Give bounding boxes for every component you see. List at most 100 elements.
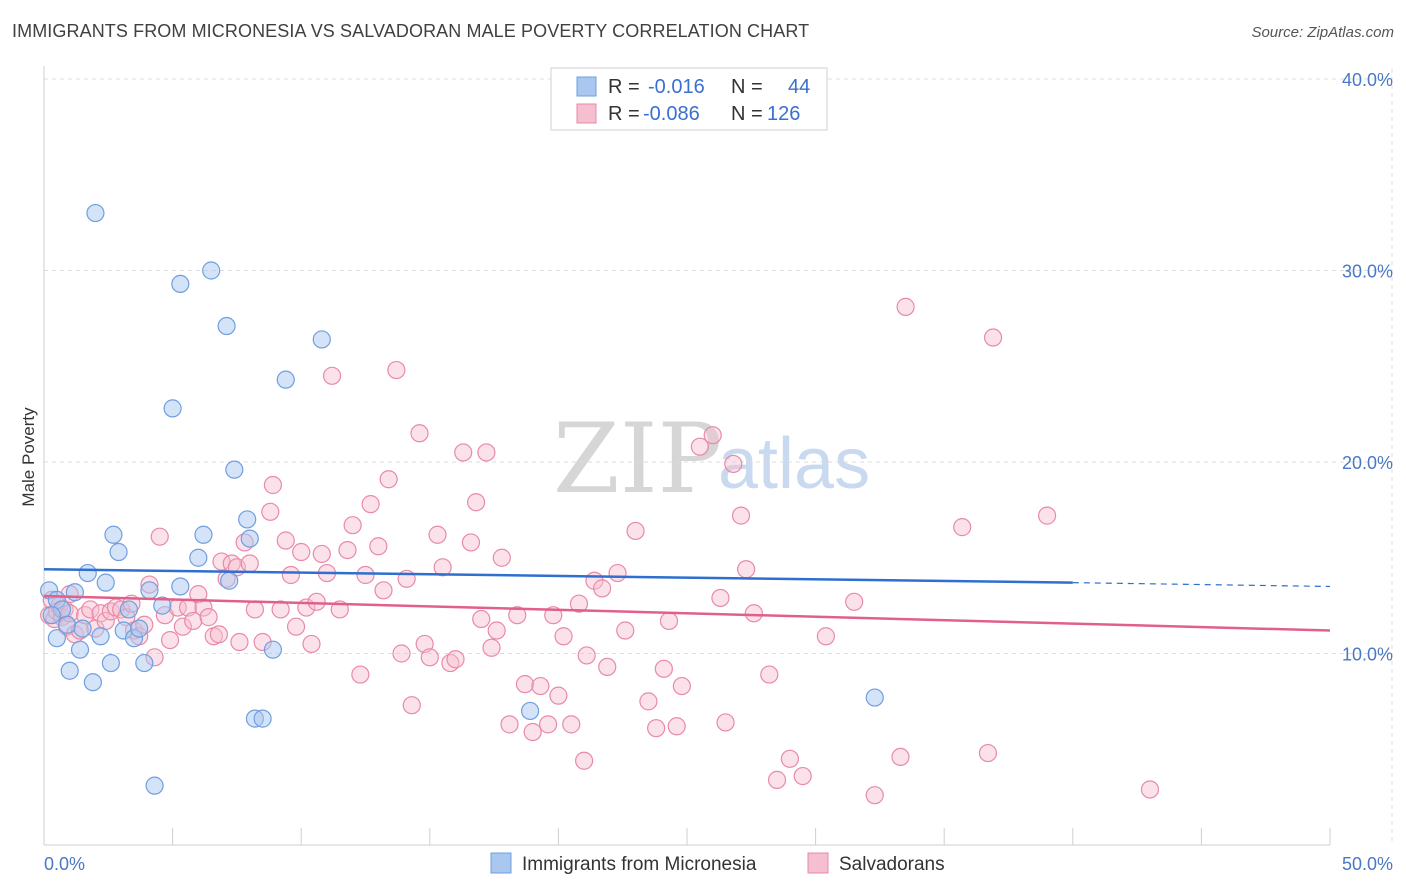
salvadorans-point bbox=[276, 531, 295, 550]
micronesia-trend-extension bbox=[1072, 582, 1331, 588]
salvadorans-point bbox=[626, 521, 645, 541]
salvadorans-point bbox=[523, 722, 542, 742]
salvadorans-point bbox=[731, 506, 751, 525]
y-tick-labels: 10.0% 20.0% 30.0% 40.0% bbox=[1342, 70, 1393, 665]
salvadorans-point bbox=[356, 565, 375, 585]
micronesia-point bbox=[225, 460, 244, 479]
legend-n-label: N = bbox=[731, 76, 763, 98]
salvadorans-point bbox=[654, 659, 673, 678]
salvadorans-point bbox=[1037, 506, 1057, 525]
salvadorans-point bbox=[472, 609, 491, 629]
salvadorans-point bbox=[410, 424, 429, 443]
salvadorans-point bbox=[672, 676, 691, 696]
micronesia-point bbox=[202, 261, 221, 280]
salvadorans-point bbox=[716, 713, 735, 732]
salvadorans-point bbox=[81, 600, 100, 619]
micronesia-point bbox=[47, 629, 66, 648]
salvadorans-point bbox=[184, 611, 203, 631]
salvadorans-point bbox=[343, 516, 362, 535]
micronesia-point bbox=[189, 548, 208, 567]
salvadorans-point bbox=[667, 717, 686, 736]
y-tick-label: 20.0% bbox=[1342, 453, 1393, 473]
salvadorans-point bbox=[230, 632, 249, 652]
salvadorans-point bbox=[199, 608, 218, 627]
salvadorans-point bbox=[531, 676, 550, 696]
legend-frame bbox=[550, 67, 828, 131]
salvadorans-point bbox=[338, 540, 357, 560]
micronesia-point bbox=[104, 525, 123, 544]
salvadorans-point bbox=[466, 493, 486, 512]
y-tick-label: 30.0% bbox=[1342, 262, 1393, 282]
micronesia-point bbox=[263, 640, 283, 659]
salvadorans-point bbox=[312, 544, 331, 564]
salvadorans-point bbox=[420, 648, 439, 667]
salvadorans-point bbox=[369, 537, 388, 556]
salvadorans-point bbox=[292, 542, 311, 562]
salvadorans-point bbox=[263, 475, 283, 495]
micronesia-point bbox=[130, 619, 149, 638]
micronesia-point bbox=[240, 529, 259, 548]
salvadorans-point bbox=[690, 437, 709, 456]
salvadorans-point bbox=[461, 533, 481, 552]
salvadorans-point bbox=[737, 560, 756, 579]
micronesia-point bbox=[312, 330, 331, 349]
legend-r-label: R = bbox=[608, 76, 640, 98]
micronesia-point bbox=[171, 274, 190, 294]
salvadorans-point bbox=[173, 617, 192, 636]
salvadorans-point bbox=[209, 625, 228, 644]
micronesia-point bbox=[253, 709, 272, 728]
micronesia-point bbox=[521, 701, 540, 721]
salvadorans-point bbox=[433, 558, 452, 577]
micronesia-point bbox=[163, 399, 182, 418]
salvadorans-point bbox=[1140, 780, 1160, 799]
micronesia-point bbox=[171, 577, 190, 596]
salvadorans-point bbox=[492, 548, 511, 567]
salvadorans-point bbox=[454, 443, 473, 462]
salvadorans-point bbox=[767, 770, 787, 789]
salvadorans-point bbox=[245, 600, 265, 619]
legend-swatch-micronesia bbox=[576, 76, 597, 97]
salvadorans-point bbox=[361, 495, 380, 514]
salvadorans-point bbox=[659, 611, 679, 631]
legend-r-label: R = bbox=[608, 103, 640, 125]
salvadorans-point bbox=[577, 646, 596, 665]
x-tick-label: 0.0% bbox=[44, 854, 85, 874]
y-tick-label: 40.0% bbox=[1342, 70, 1393, 90]
x-tick-label: 50.0% bbox=[1342, 854, 1393, 874]
micronesia-point bbox=[135, 653, 154, 673]
salvadorans-point bbox=[549, 686, 568, 705]
salvadorans-trend-line bbox=[43, 594, 1331, 632]
legend-n-label: N = bbox=[731, 103, 763, 125]
micronesia-point bbox=[91, 627, 110, 646]
salvadorans-point bbox=[539, 715, 558, 734]
legend-r-salvadorans: -0.086 bbox=[643, 103, 700, 125]
salvadorans-point bbox=[515, 675, 535, 694]
salvadorans-point bbox=[307, 592, 326, 611]
salvadorans-point bbox=[240, 554, 259, 573]
salvadorans-point bbox=[639, 692, 658, 711]
legend-swatch-salvadorans bbox=[576, 103, 597, 124]
salvadorans-point bbox=[150, 527, 169, 546]
salvadorans-point bbox=[845, 592, 864, 611]
trend-lines bbox=[43, 567, 1331, 632]
micronesia-point bbox=[60, 661, 79, 680]
micronesia-point bbox=[220, 571, 239, 590]
salvadorans-point bbox=[392, 644, 411, 663]
micronesia-point bbox=[73, 619, 92, 638]
x-tick-labels: 0.0% 50.0% bbox=[44, 854, 1393, 874]
salvadorans-point bbox=[374, 581, 393, 600]
bottom-legend: Immigrants from Micronesia Salvadorans bbox=[490, 852, 945, 875]
watermark-atlas: atlas bbox=[718, 424, 870, 504]
salvadorans-point bbox=[160, 630, 180, 650]
salvadorans-point bbox=[302, 634, 321, 654]
salvadorans-point bbox=[744, 604, 763, 623]
salvadorans-point bbox=[575, 751, 594, 770]
micronesia-point bbox=[140, 581, 159, 600]
salvadorans-point bbox=[189, 585, 208, 604]
micronesia-point bbox=[70, 640, 90, 659]
salvadorans-point bbox=[983, 328, 1003, 347]
legend-n-micronesia: 44 bbox=[788, 76, 810, 98]
legend-box: R = -0.016 N = 44 R = -0.086 N = 126 bbox=[550, 67, 828, 131]
y-tick-label: 10.0% bbox=[1342, 645, 1393, 665]
